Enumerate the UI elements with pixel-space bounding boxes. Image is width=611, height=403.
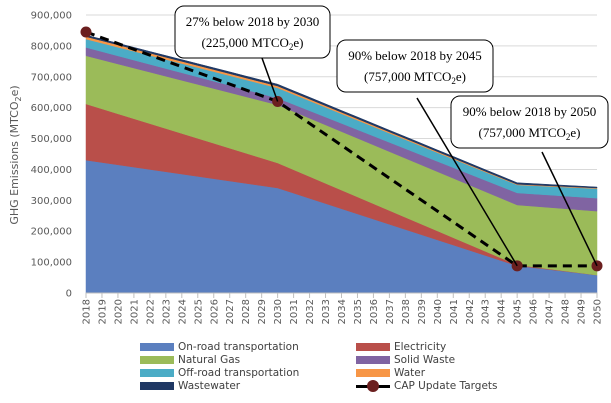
x-tick-label: 2022	[145, 299, 156, 324]
legend-swatch	[140, 356, 174, 364]
legend-item-water: Water	[356, 366, 425, 380]
callout-value: (225,000 MTCO2e)	[202, 35, 304, 52]
x-tick-label: 2035	[353, 299, 364, 324]
legend-label: Solid Waste	[394, 354, 456, 366]
x-tick-label: 2029	[257, 299, 268, 324]
x-tick-label: 2032	[305, 299, 316, 324]
legend-swatch	[140, 369, 174, 377]
legend-label: Electricity	[394, 341, 447, 353]
x-tick-label: 2048	[561, 299, 572, 324]
target-marker	[80, 26, 92, 38]
legend-swatch	[140, 382, 174, 390]
x-tick-label: 2019	[97, 299, 108, 324]
x-tick-label: 2031	[289, 299, 300, 324]
y-tick-label: 500,000	[31, 134, 72, 145]
legend-item-natural-gas: Natural Gas	[140, 353, 240, 367]
legend-target-marker	[356, 380, 390, 392]
x-tick-label: 2025	[193, 299, 204, 324]
x-tick-label: 2047	[545, 299, 556, 324]
callout-box	[450, 95, 609, 149]
legend-item-electricity: Electricity	[356, 340, 446, 354]
x-tick-label: 2030	[273, 299, 284, 324]
y-tick-label: 400,000	[31, 165, 72, 176]
callout-value: (757,000 MTCO2e)	[364, 69, 466, 86]
callout-title: 90% below 2018 by 2050	[463, 104, 597, 119]
callout-leader-line	[416, 97, 518, 267]
x-tick-label: 2023	[161, 299, 172, 324]
legend-label: CAP Update Targets	[394, 380, 498, 392]
stacked-areas	[85, 34, 598, 294]
legend-swatch	[356, 343, 390, 351]
x-tick-label: 2033	[321, 299, 332, 324]
x-tick-label: 2038	[401, 299, 412, 324]
x-tick-label: 2043	[481, 299, 492, 324]
legend-label: On-road transportation	[178, 341, 299, 353]
legend-item-wastewater: Wastewater	[140, 379, 240, 393]
x-tick-label: 2040	[433, 299, 444, 324]
callout-box	[336, 39, 494, 93]
callout-title: 90% below 2018 by 2045	[348, 48, 482, 63]
x-tick-label: 2027	[225, 299, 236, 324]
y-tick-label: 200,000	[31, 227, 72, 238]
x-tick-label: 2044	[497, 299, 508, 324]
x-tick-label: 2042	[465, 299, 476, 324]
y-tick-label: 900,000	[31, 11, 72, 22]
callout-title: 27% below 2018 by 2030	[186, 14, 320, 29]
x-tick-label: 2046	[529, 299, 540, 324]
emissions-chart: 0 100,000 200,000 300,000 400,000 500,000 600,…	[8, 5, 609, 325]
legend-label: Wastewater	[178, 380, 241, 392]
y-tick-label: 0	[66, 289, 72, 300]
x-tick-label: 2049	[577, 299, 588, 324]
legend-item-cap-targets: CAP Update Targets	[356, 379, 498, 393]
x-tick-label: 2018	[82, 299, 93, 324]
y-tick-label: 300,000	[31, 196, 72, 207]
legend-swatch	[140, 343, 174, 351]
area-wastewater	[85, 34, 598, 189]
x-tick-label: 2034	[337, 299, 348, 324]
callout-leader-line	[261, 57, 279, 102]
legend-swatch	[356, 369, 390, 377]
y-tick-label: 600,000	[31, 103, 72, 114]
x-tick-label: 2024	[177, 299, 188, 324]
legend-label: Off-road transportation	[178, 367, 300, 379]
callout-value: (757,000 MTCO2e)	[479, 125, 581, 142]
legend-label: Water	[394, 367, 426, 379]
y-tick-label: 700,000	[31, 72, 72, 83]
x-tick-label: 2021	[129, 299, 140, 324]
callout-box	[174, 5, 331, 59]
x-tick-label: 2037	[385, 299, 396, 324]
legend-item-on-road: On-road transportation	[140, 340, 299, 354]
y-tick-label: 800,000	[31, 41, 72, 52]
legend-label: Natural Gas	[178, 354, 241, 366]
legend-item-off-road: Off-road transportation	[140, 366, 299, 380]
legend-swatch	[356, 356, 390, 364]
x-tick-label: 2050	[593, 299, 604, 324]
x-tick-label: 2045	[513, 299, 524, 324]
y-axis-label: GHG Emissions (MTCO2e)	[8, 85, 23, 224]
x-tick-label: 2041	[449, 299, 460, 324]
target-line	[85, 30, 597, 268]
callout-leader-line	[541, 151, 598, 267]
axes: 0 100,000 200,000 300,000 400,000 500,000 600,…	[31, 11, 604, 325]
x-tick-label: 2020	[113, 299, 124, 324]
callouts: 27% below 2018 by 2030 (225,000 MTCO2e) 90…	[174, 5, 609, 267]
x-tick-label: 2026	[209, 299, 220, 324]
x-tick-label: 2028	[241, 299, 252, 324]
y-tick-label: 100,000	[31, 258, 72, 269]
x-tick-label: 2039	[417, 299, 428, 324]
x-tick-label: 2036	[369, 299, 380, 324]
legend-item-solid-waste: Solid Waste	[356, 353, 455, 367]
